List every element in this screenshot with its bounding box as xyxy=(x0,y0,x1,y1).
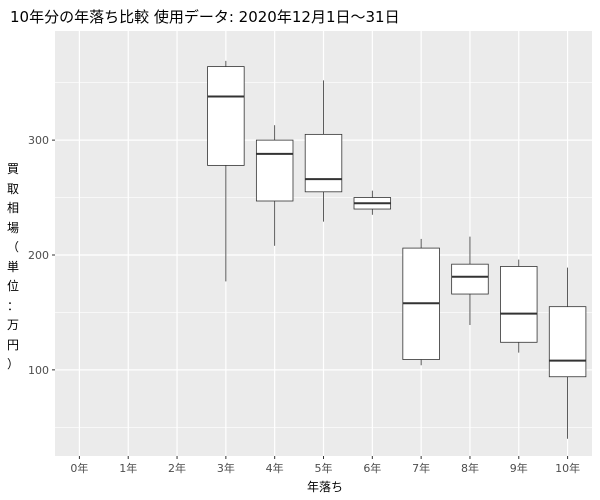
x-tick-label: 2年 xyxy=(168,461,186,475)
box-10年 xyxy=(548,306,587,378)
y-axis-label-char: ： xyxy=(6,298,19,313)
y-axis-label: 買 取 相 場 （ 単 位 ： 万 円 ） xyxy=(2,160,24,375)
y-axis-label-char: 円 xyxy=(6,337,19,352)
y-axis-label-char: 相 xyxy=(6,201,19,215)
y-tick-label: 300 xyxy=(28,134,49,147)
y-axis-label-char: 取 xyxy=(6,181,19,196)
box-4年 xyxy=(255,139,294,202)
box-5年 xyxy=(304,133,343,193)
box-3年 xyxy=(207,66,245,166)
y-axis-label-char: ） xyxy=(6,357,19,371)
x-tick-label: 4年 xyxy=(266,461,284,475)
x-axis-label: 年落ち xyxy=(306,480,343,494)
chart-title: 10年分の年落ち比較 使用データ: 2020年12月1日〜31日 xyxy=(10,8,400,26)
box-8年 xyxy=(451,263,489,295)
y-axis-label-char: 位 xyxy=(6,279,19,293)
x-tick-label: 7年 xyxy=(412,461,430,475)
box-9年 xyxy=(500,266,538,343)
y-axis-label-char: 場 xyxy=(6,220,19,235)
x-tick-label: 1年 xyxy=(119,461,137,475)
y-tick-label: 100 xyxy=(28,364,49,377)
x-tick-label: 0年 xyxy=(70,461,88,475)
x-tick-label: 5年 xyxy=(315,461,333,475)
y-tick-label: 200 xyxy=(28,249,49,262)
y-axis-label-char: 単 xyxy=(6,259,19,274)
x-tick-label: 3年 xyxy=(217,461,235,475)
x-tick-label: 8年 xyxy=(461,461,479,475)
y-axis-label-char: 買 xyxy=(6,162,19,176)
x-tick-label: 6年 xyxy=(363,461,381,475)
x-tick-label: 10年 xyxy=(555,461,580,475)
y-axis-label-char: （ xyxy=(6,240,19,254)
x-tick-label: 9年 xyxy=(510,461,528,475)
y-axis-label-char: 万 xyxy=(6,318,19,332)
